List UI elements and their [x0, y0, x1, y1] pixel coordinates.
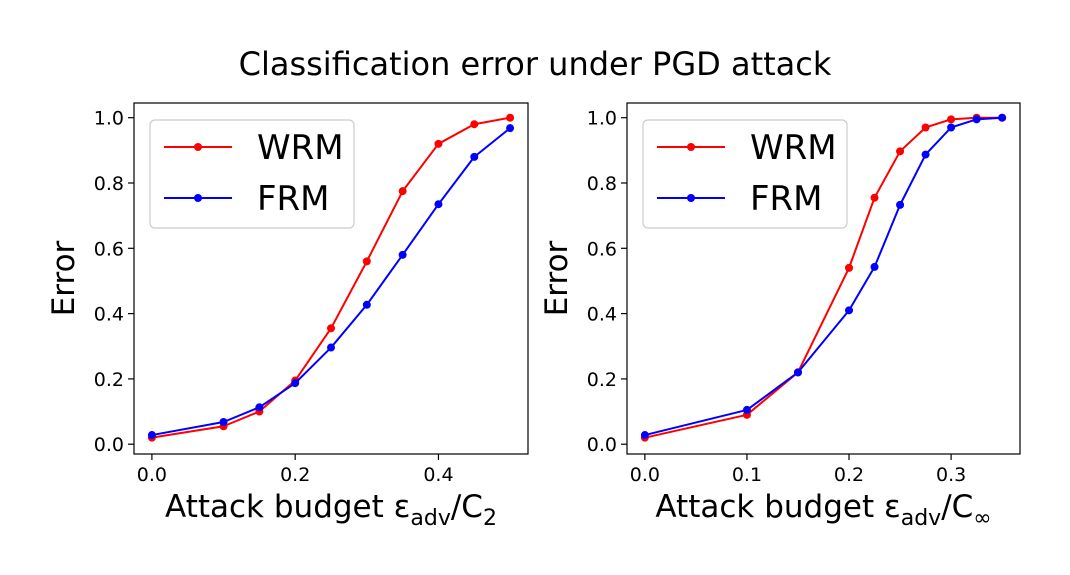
x-axis-label: Attack budget εadv/C∞: [655, 489, 991, 531]
y-axis-label: Error: [539, 240, 575, 316]
data-point-wrm: [947, 115, 956, 124]
y-tick-label: 0.4: [587, 304, 617, 326]
data-point-frm: [921, 150, 930, 159]
data-point-frm: [742, 405, 751, 414]
x-axis-label-subscript: adv: [410, 506, 450, 531]
x-tick-label: 0.1: [732, 464, 762, 486]
y-tick-label: 0.8: [94, 173, 124, 195]
y-tick-label: 1.0: [587, 108, 617, 130]
legend-label-wrm: WRM: [257, 128, 344, 168]
y-tick-label: 0.4: [94, 304, 124, 326]
data-point-wrm: [506, 113, 515, 122]
data-point-frm: [362, 300, 371, 309]
y-tick-label: 0.0: [587, 434, 617, 456]
data-point-frm: [793, 368, 802, 377]
data-point-frm: [219, 418, 228, 427]
data-point-frm: [291, 379, 300, 388]
data-point-wrm: [434, 139, 443, 148]
x-tick-label: 0.2: [834, 464, 864, 486]
data-point-wrm: [362, 257, 371, 266]
x-tick-label: 0.0: [137, 464, 167, 486]
y-tick-label: 1.0: [94, 108, 124, 130]
series-line-wrm: [151, 116, 511, 439]
x-axis-label: Attack budget εadv/C2: [165, 489, 497, 531]
x-axis-label-prefix: Attack budget ε: [655, 489, 900, 525]
x-tick-label: 0.0: [630, 464, 660, 486]
x-axis-label-mid: /C: [941, 489, 973, 525]
data-point-wrm: [470, 120, 479, 129]
y-tick-label: 0.2: [587, 369, 617, 391]
legend-marker-frm: [194, 194, 202, 202]
data-point-frm: [870, 262, 879, 271]
y-tick-label: 0.2: [94, 369, 124, 391]
figure-title: Classification error under PGD attack: [239, 45, 832, 83]
x-tick-label: 0.4: [423, 464, 453, 486]
chart-panel-l2: 0.0 0.2 0.4 0.0 0.2 0.4 0.6 0.8 1.0 Error Attack b…: [46, 102, 529, 531]
legend-marker-wrm: [194, 143, 202, 151]
data-point-wrm: [896, 147, 905, 156]
data-point-frm: [255, 403, 264, 412]
y-tick-label: 0.6: [94, 238, 124, 260]
legend-marker-frm: [687, 194, 695, 202]
data-point-wrm: [921, 123, 930, 132]
legend-label-frm: FRM: [750, 179, 823, 219]
data-point-wrm: [327, 324, 335, 333]
x-axis-label-prefix: Attack budget ε: [165, 489, 410, 525]
data-point-wrm: [870, 193, 879, 202]
chart-panel-linf: 0.0 0.1 0.2 0.3 0.0 0.2 0.4 0.6 0.8 1.0 Error Attac…: [539, 102, 1021, 531]
data-point-wrm: [398, 187, 407, 196]
data-point-frm: [972, 115, 981, 124]
x-axis-label-subscript-2: ∞: [973, 506, 991, 531]
y-tick-label: 0.0: [94, 434, 124, 456]
y-tick-label: 0.6: [587, 238, 617, 260]
data-point-frm: [845, 306, 854, 315]
series-line-frm: [151, 127, 511, 437]
legend-label-frm: FRM: [257, 179, 330, 219]
y-axis-label: Error: [46, 240, 82, 316]
data-point-frm: [640, 431, 649, 440]
series-line-frm: [644, 116, 1003, 437]
x-axis-label-subscript-2: 2: [483, 506, 497, 531]
data-point-frm: [998, 113, 1007, 122]
data-point-frm: [506, 124, 515, 133]
axes-frame: [133, 102, 529, 455]
legend-label-wrm: WRM: [750, 128, 837, 168]
axes-frame: [626, 102, 1021, 455]
data-point-frm: [434, 200, 443, 209]
x-tick-label: 0.2: [280, 464, 310, 486]
data-point-frm: [470, 152, 479, 161]
data-point-frm: [947, 123, 956, 132]
x-tick-label: 0.3: [936, 464, 966, 486]
data-point-frm: [398, 250, 407, 259]
x-axis-label-subscript: adv: [901, 506, 941, 531]
x-axis-label-mid: /C: [451, 489, 483, 525]
data-point-frm: [147, 431, 156, 440]
data-point-wrm: [845, 263, 854, 272]
series-line-wrm: [644, 116, 1003, 439]
data-point-frm: [327, 343, 335, 352]
data-point-frm: [896, 200, 905, 209]
y-tick-label: 0.8: [587, 173, 617, 195]
legend-marker-wrm: [687, 143, 695, 151]
